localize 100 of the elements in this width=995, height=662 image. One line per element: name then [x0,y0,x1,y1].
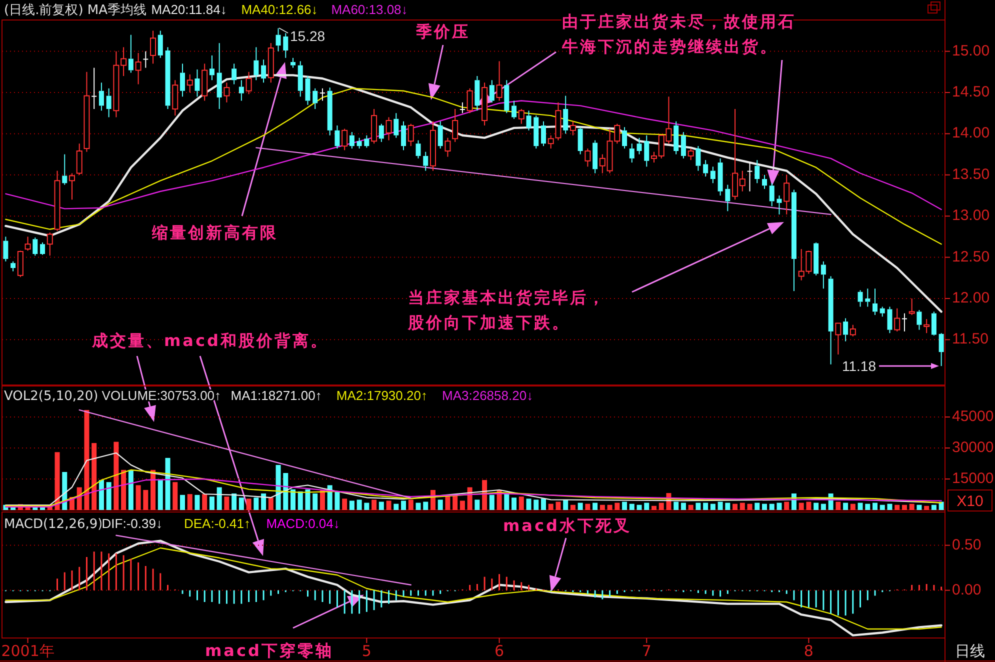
candlestick [865,288,870,308]
bar [740,502,745,510]
bar [629,504,634,510]
bar [364,502,370,510]
bar [526,498,532,510]
candlestick [592,140,598,174]
candlestick [791,189,796,292]
x-tick-label: 6 [494,642,504,660]
candlestick [489,80,494,103]
bar [725,502,730,510]
text: MA20:11.84↓ [151,2,227,17]
bar [246,498,252,510]
line-series [5,469,942,506]
bar [92,443,97,510]
text: MA3:26858.20↓ [442,388,534,403]
bar [814,502,819,510]
candlestick [334,124,340,150]
candlestick [880,306,885,318]
candlestick [902,312,907,332]
candlestick [696,146,701,172]
y-tick-label: 14.50 [952,83,990,100]
bar [438,500,443,510]
candlestick [194,68,200,98]
candlestick [356,137,362,150]
candlestick [776,194,782,215]
candlestick [526,110,532,131]
y-tick-label: 13.00 [952,207,990,224]
bar [482,480,488,510]
y-tick-label: 11.50 [952,330,988,348]
line-series [5,452,942,506]
candlestick [843,318,848,342]
candlestick [762,174,768,190]
bar [512,498,517,510]
candlestick [504,80,510,114]
annotation: 15.28 [290,28,326,44]
candlestick [62,154,68,186]
candlestick [180,63,185,98]
bar [836,502,841,510]
bar [880,504,885,510]
bar [887,504,892,510]
text: MA40:12.66↓ [241,2,318,17]
bar [607,504,612,510]
candlestick [143,50,148,68]
candlestick [872,288,878,316]
bar [452,496,458,510]
candlestick [327,87,332,136]
candlestick [224,82,230,103]
candlestick [150,30,156,64]
bar [84,410,90,510]
bar [216,487,222,510]
candlestick [98,82,104,112]
x-tick-label: 2001年 [1,642,54,660]
bar [754,502,760,510]
bar [401,500,406,510]
chart-title: MACD(12,26,9) [4,517,103,532]
candlestick [423,151,428,172]
y-tick-label: 0.50 [952,536,982,554]
bar [931,504,936,510]
candlestick [474,76,480,112]
bar [540,498,546,510]
candlestick [887,306,892,334]
y-tick-label: 15.00 [952,42,990,60]
bar [356,500,362,510]
bar [254,498,259,510]
bar [865,504,870,510]
text: MA1:18271.00↑ [230,388,322,403]
candlestick [924,318,930,334]
candlestick [394,112,399,138]
bar [651,506,656,510]
candlestick [84,71,90,152]
bar [290,489,296,510]
candlestick [769,182,774,207]
candlestick [578,126,583,155]
candlestick [452,108,458,142]
annotation: 季价压 [415,22,470,41]
candlestick [438,120,443,150]
y-tick-label: 45000 [952,408,994,425]
y-tick-label: 15000 [952,470,994,487]
candlestick [298,60,303,98]
bar [696,502,701,510]
bar [54,452,60,510]
y-tick-label: 14.00 [952,124,990,142]
text: X10 [956,493,984,510]
candlestick [165,46,170,110]
bar [209,496,214,510]
bar [636,504,642,510]
bar [474,500,480,510]
y-tick-label: 13.50 [952,166,990,183]
bar [916,504,922,510]
candlestick [938,332,944,367]
bar [518,496,524,510]
candlestick [540,120,546,147]
candlestick [828,276,834,365]
bar [806,502,812,510]
bar [460,500,465,510]
bar [872,502,878,510]
bar [504,493,510,510]
bar [798,502,804,510]
annotation: MACD:0.04↓ [266,516,340,531]
bar [784,502,790,510]
